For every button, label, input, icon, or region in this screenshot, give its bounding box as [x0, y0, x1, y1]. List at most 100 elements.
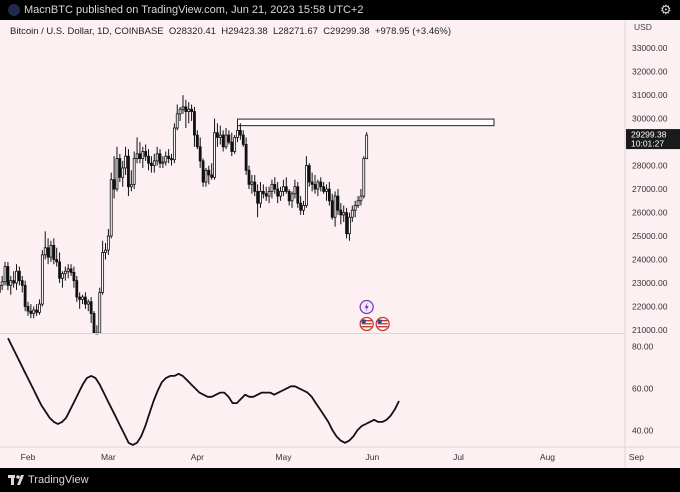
candle-body-up — [356, 200, 360, 206]
candle-body-down — [307, 165, 311, 183]
candle — [155, 146, 159, 166]
candle — [109, 172, 113, 239]
candle — [184, 99, 188, 129]
candle — [279, 186, 282, 201]
candle — [316, 179, 320, 197]
candle-body-up — [224, 134, 228, 148]
candle — [144, 144, 148, 161]
candle-body-up — [9, 280, 13, 286]
candle — [247, 165, 251, 190]
candle — [302, 200, 305, 215]
candle — [273, 177, 277, 194]
candle-body-up — [40, 254, 44, 305]
candle-body-up — [279, 191, 282, 197]
candle — [345, 207, 348, 239]
candle-body-down — [339, 209, 343, 216]
us-flag-event-icon[interactable] — [359, 316, 374, 332]
candle-body-down — [127, 155, 130, 188]
candle — [198, 137, 202, 168]
candle-body-down — [244, 144, 248, 171]
candle — [164, 151, 168, 166]
candle-body-down — [261, 191, 265, 195]
candle — [23, 280, 27, 312]
candle-body-down — [322, 186, 326, 192]
candle — [106, 228, 110, 255]
candle-body-up — [259, 191, 262, 204]
candle-body-down — [72, 272, 76, 282]
candle — [92, 311, 96, 334]
price-tick-label: 28000.00 — [632, 161, 668, 171]
plot-area[interactable]: USD33000.0032000.0031000.0030000.0029000… — [0, 20, 680, 468]
top-bar: MacnBTC published on TradingView.com, Ju… — [0, 0, 680, 20]
price-tick-label: 24000.00 — [632, 255, 668, 265]
candle-body-down — [256, 191, 260, 204]
candle-body-up — [3, 266, 7, 283]
publisher-avatar — [8, 4, 20, 16]
candle-body-up — [63, 270, 67, 274]
price-tick-label: 32000.00 — [632, 67, 668, 77]
candle — [319, 177, 323, 192]
candle-body-down — [193, 111, 196, 136]
candle-body-up — [104, 249, 107, 253]
symbol-name: Bitcoin / U.S. Dollar, 1D, COINBASE — [10, 26, 164, 37]
candle-body-down — [75, 280, 79, 298]
brand-name: TradingView — [28, 474, 89, 486]
us-flag-event-icon[interactable] — [375, 316, 390, 332]
flag-stripe — [361, 323, 372, 325]
candle — [124, 146, 127, 175]
candle — [322, 182, 326, 194]
candle — [72, 266, 76, 288]
candle-body-down — [273, 183, 277, 190]
candle — [52, 238, 56, 265]
last-price-label: 29299.38 — [631, 130, 667, 140]
candle-body-down — [23, 284, 27, 307]
candle — [190, 104, 193, 121]
change-value: +978.95 (+3.46%) — [374, 26, 452, 37]
candle — [170, 153, 173, 166]
event-markers[interactable] — [359, 299, 390, 332]
flag-canton — [377, 319, 382, 323]
candle-body-up — [302, 205, 305, 211]
candle — [227, 130, 231, 145]
candle-body-down — [150, 162, 153, 166]
candle-body-down — [345, 212, 348, 235]
candle — [40, 250, 44, 307]
candle-body-up — [129, 183, 133, 188]
candle — [218, 125, 222, 145]
resistance-zone[interactable] — [237, 118, 495, 127]
candle-body-up — [115, 158, 119, 190]
candle — [167, 149, 171, 164]
date-tick-label: Sep — [629, 452, 644, 462]
candle-body-up — [132, 158, 136, 185]
candle — [256, 184, 260, 218]
candle — [20, 275, 24, 293]
flag-canton — [361, 319, 366, 323]
candle-body-down — [6, 266, 10, 286]
candle — [58, 252, 61, 283]
high-value: H29423.38 — [221, 26, 268, 37]
candle-body-up — [101, 252, 105, 293]
candle — [172, 123, 176, 164]
candle-body-up — [270, 183, 274, 192]
candle-body-up — [86, 301, 90, 305]
chart-svg[interactable]: USD33000.0032000.0031000.0030000.0029000… — [0, 20, 680, 468]
price-tick-label: 25000.00 — [632, 231, 668, 241]
price-tick-label: 31000.00 — [632, 90, 668, 100]
candle-body-down — [210, 174, 214, 178]
gear-icon[interactable]: ⚙ — [660, 2, 672, 17]
candle — [138, 142, 142, 164]
candle — [101, 240, 105, 295]
price-tick-label: 26000.00 — [632, 208, 668, 218]
candle — [339, 203, 343, 225]
oscillator-tick-label: 80.00 — [632, 342, 654, 352]
candle — [17, 266, 21, 286]
candle — [63, 266, 67, 281]
candle-body-up — [161, 161, 165, 164]
candle-body-down — [207, 169, 211, 176]
candle-body-up — [350, 209, 354, 218]
candle-body-up — [43, 247, 47, 256]
candle-body-up — [152, 160, 156, 166]
candle-body-up — [213, 132, 216, 178]
candle-body-down — [195, 134, 199, 148]
